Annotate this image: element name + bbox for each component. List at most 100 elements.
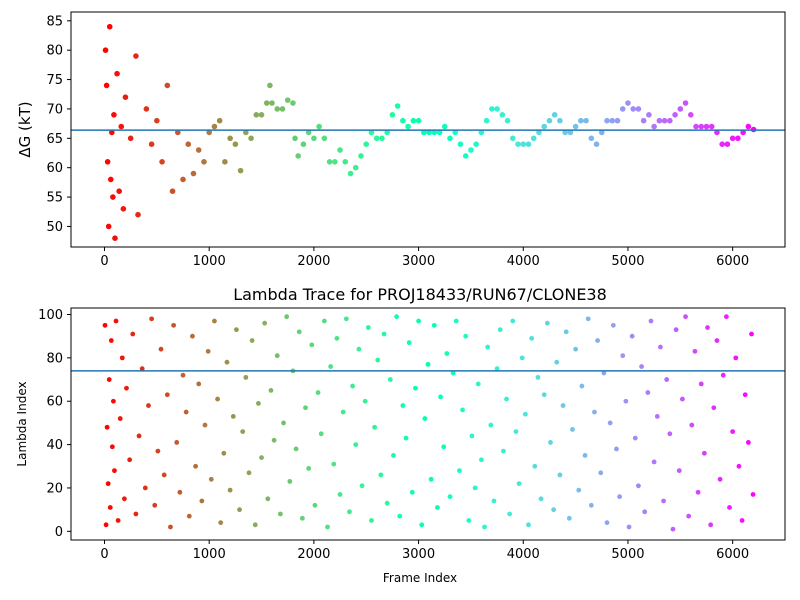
data-point — [557, 117, 563, 124]
delta-g-points — [102, 23, 757, 241]
data-point — [205, 348, 211, 354]
data-point — [525, 141, 532, 147]
data-point — [114, 70, 120, 77]
data-point — [532, 463, 538, 469]
data-point — [416, 318, 421, 324]
data-point — [112, 468, 117, 474]
data-point — [636, 483, 641, 489]
lambda-trace-panel: Lambda Trace for PROJ18433/RUN67/CLONE38… — [15, 285, 786, 585]
data-point — [105, 223, 112, 230]
data-point — [500, 448, 506, 454]
data-point — [473, 141, 479, 147]
x-tick-label: 4000 — [507, 547, 540, 562]
data-point — [375, 357, 381, 363]
data-point — [522, 411, 528, 417]
data-point — [148, 141, 155, 147]
lambda-y-axis-label: Lambda Index — [15, 381, 29, 466]
data-point — [468, 147, 474, 153]
data-point — [530, 135, 537, 142]
data-point — [457, 141, 464, 147]
data-point — [563, 329, 569, 335]
data-point — [135, 211, 141, 218]
data-point — [499, 112, 506, 118]
x-tick-label: 0 — [100, 254, 108, 269]
x-tick-label: 6000 — [716, 254, 749, 269]
data-point — [554, 359, 560, 365]
data-point — [149, 316, 155, 322]
data-point — [369, 518, 374, 523]
data-point — [698, 381, 704, 387]
data-point — [719, 141, 725, 147]
data-point — [711, 405, 717, 411]
data-point — [720, 372, 726, 378]
data-point — [290, 100, 296, 106]
data-point — [717, 476, 723, 482]
data-point — [557, 472, 563, 478]
data-point — [107, 176, 114, 183]
data-point — [117, 416, 123, 421]
lambda-points — [102, 314, 756, 532]
data-point — [576, 487, 582, 493]
data-point — [510, 135, 516, 142]
data-point — [661, 117, 668, 124]
data-point — [546, 117, 553, 124]
data-point — [262, 320, 268, 326]
data-point — [698, 123, 705, 130]
data-point — [488, 422, 494, 428]
data-point — [130, 331, 136, 337]
data-point — [164, 392, 170, 398]
data-point — [246, 470, 252, 476]
data-point — [379, 135, 385, 142]
data-point — [104, 159, 111, 165]
data-point — [478, 129, 485, 136]
data-point — [614, 446, 619, 452]
data-point — [305, 129, 312, 136]
data-point — [295, 153, 301, 159]
data-point — [703, 123, 710, 130]
data-point — [585, 316, 591, 322]
data-point — [237, 167, 244, 174]
data-point — [670, 526, 676, 532]
data-point — [116, 188, 122, 194]
data-point — [347, 170, 354, 177]
y-tick-label: 20 — [46, 481, 63, 496]
data-point — [224, 359, 230, 365]
data-point — [677, 106, 684, 112]
y-tick-label: 100 — [38, 308, 63, 323]
data-point — [593, 141, 600, 147]
data-point — [745, 440, 751, 445]
data-point — [208, 476, 214, 482]
data-point — [202, 422, 208, 428]
data-point — [598, 470, 604, 476]
data-point — [169, 188, 176, 194]
data-point — [337, 147, 343, 153]
data-point — [431, 322, 437, 328]
data-point — [211, 123, 218, 130]
data-point — [106, 23, 113, 30]
x-tick-label: 5000 — [611, 254, 644, 269]
delta-g-x-ticks: 0 1000 2000 3000 4000 5000 6000 — [100, 247, 749, 269]
data-point — [111, 112, 117, 118]
data-point — [551, 112, 558, 118]
data-point — [651, 459, 657, 465]
data-point — [389, 112, 396, 118]
data-point — [274, 353, 280, 359]
x-tick-label: 0 — [100, 547, 108, 562]
data-point — [695, 489, 701, 495]
data-point — [686, 513, 692, 519]
data-point — [676, 468, 682, 474]
data-point — [419, 522, 425, 528]
data-point — [714, 338, 720, 343]
data-point — [303, 405, 308, 411]
x-tick-label: 6000 — [716, 547, 749, 562]
data-point — [541, 123, 548, 130]
lambda-y-ticks: 0 20 40 60 80 100 — [38, 308, 71, 540]
data-point — [350, 383, 356, 389]
data-point — [607, 420, 613, 426]
data-point — [177, 489, 183, 495]
data-point — [227, 135, 233, 142]
data-point — [325, 524, 330, 530]
data-point — [292, 135, 298, 142]
data-point — [234, 327, 239, 333]
data-point — [658, 344, 663, 350]
